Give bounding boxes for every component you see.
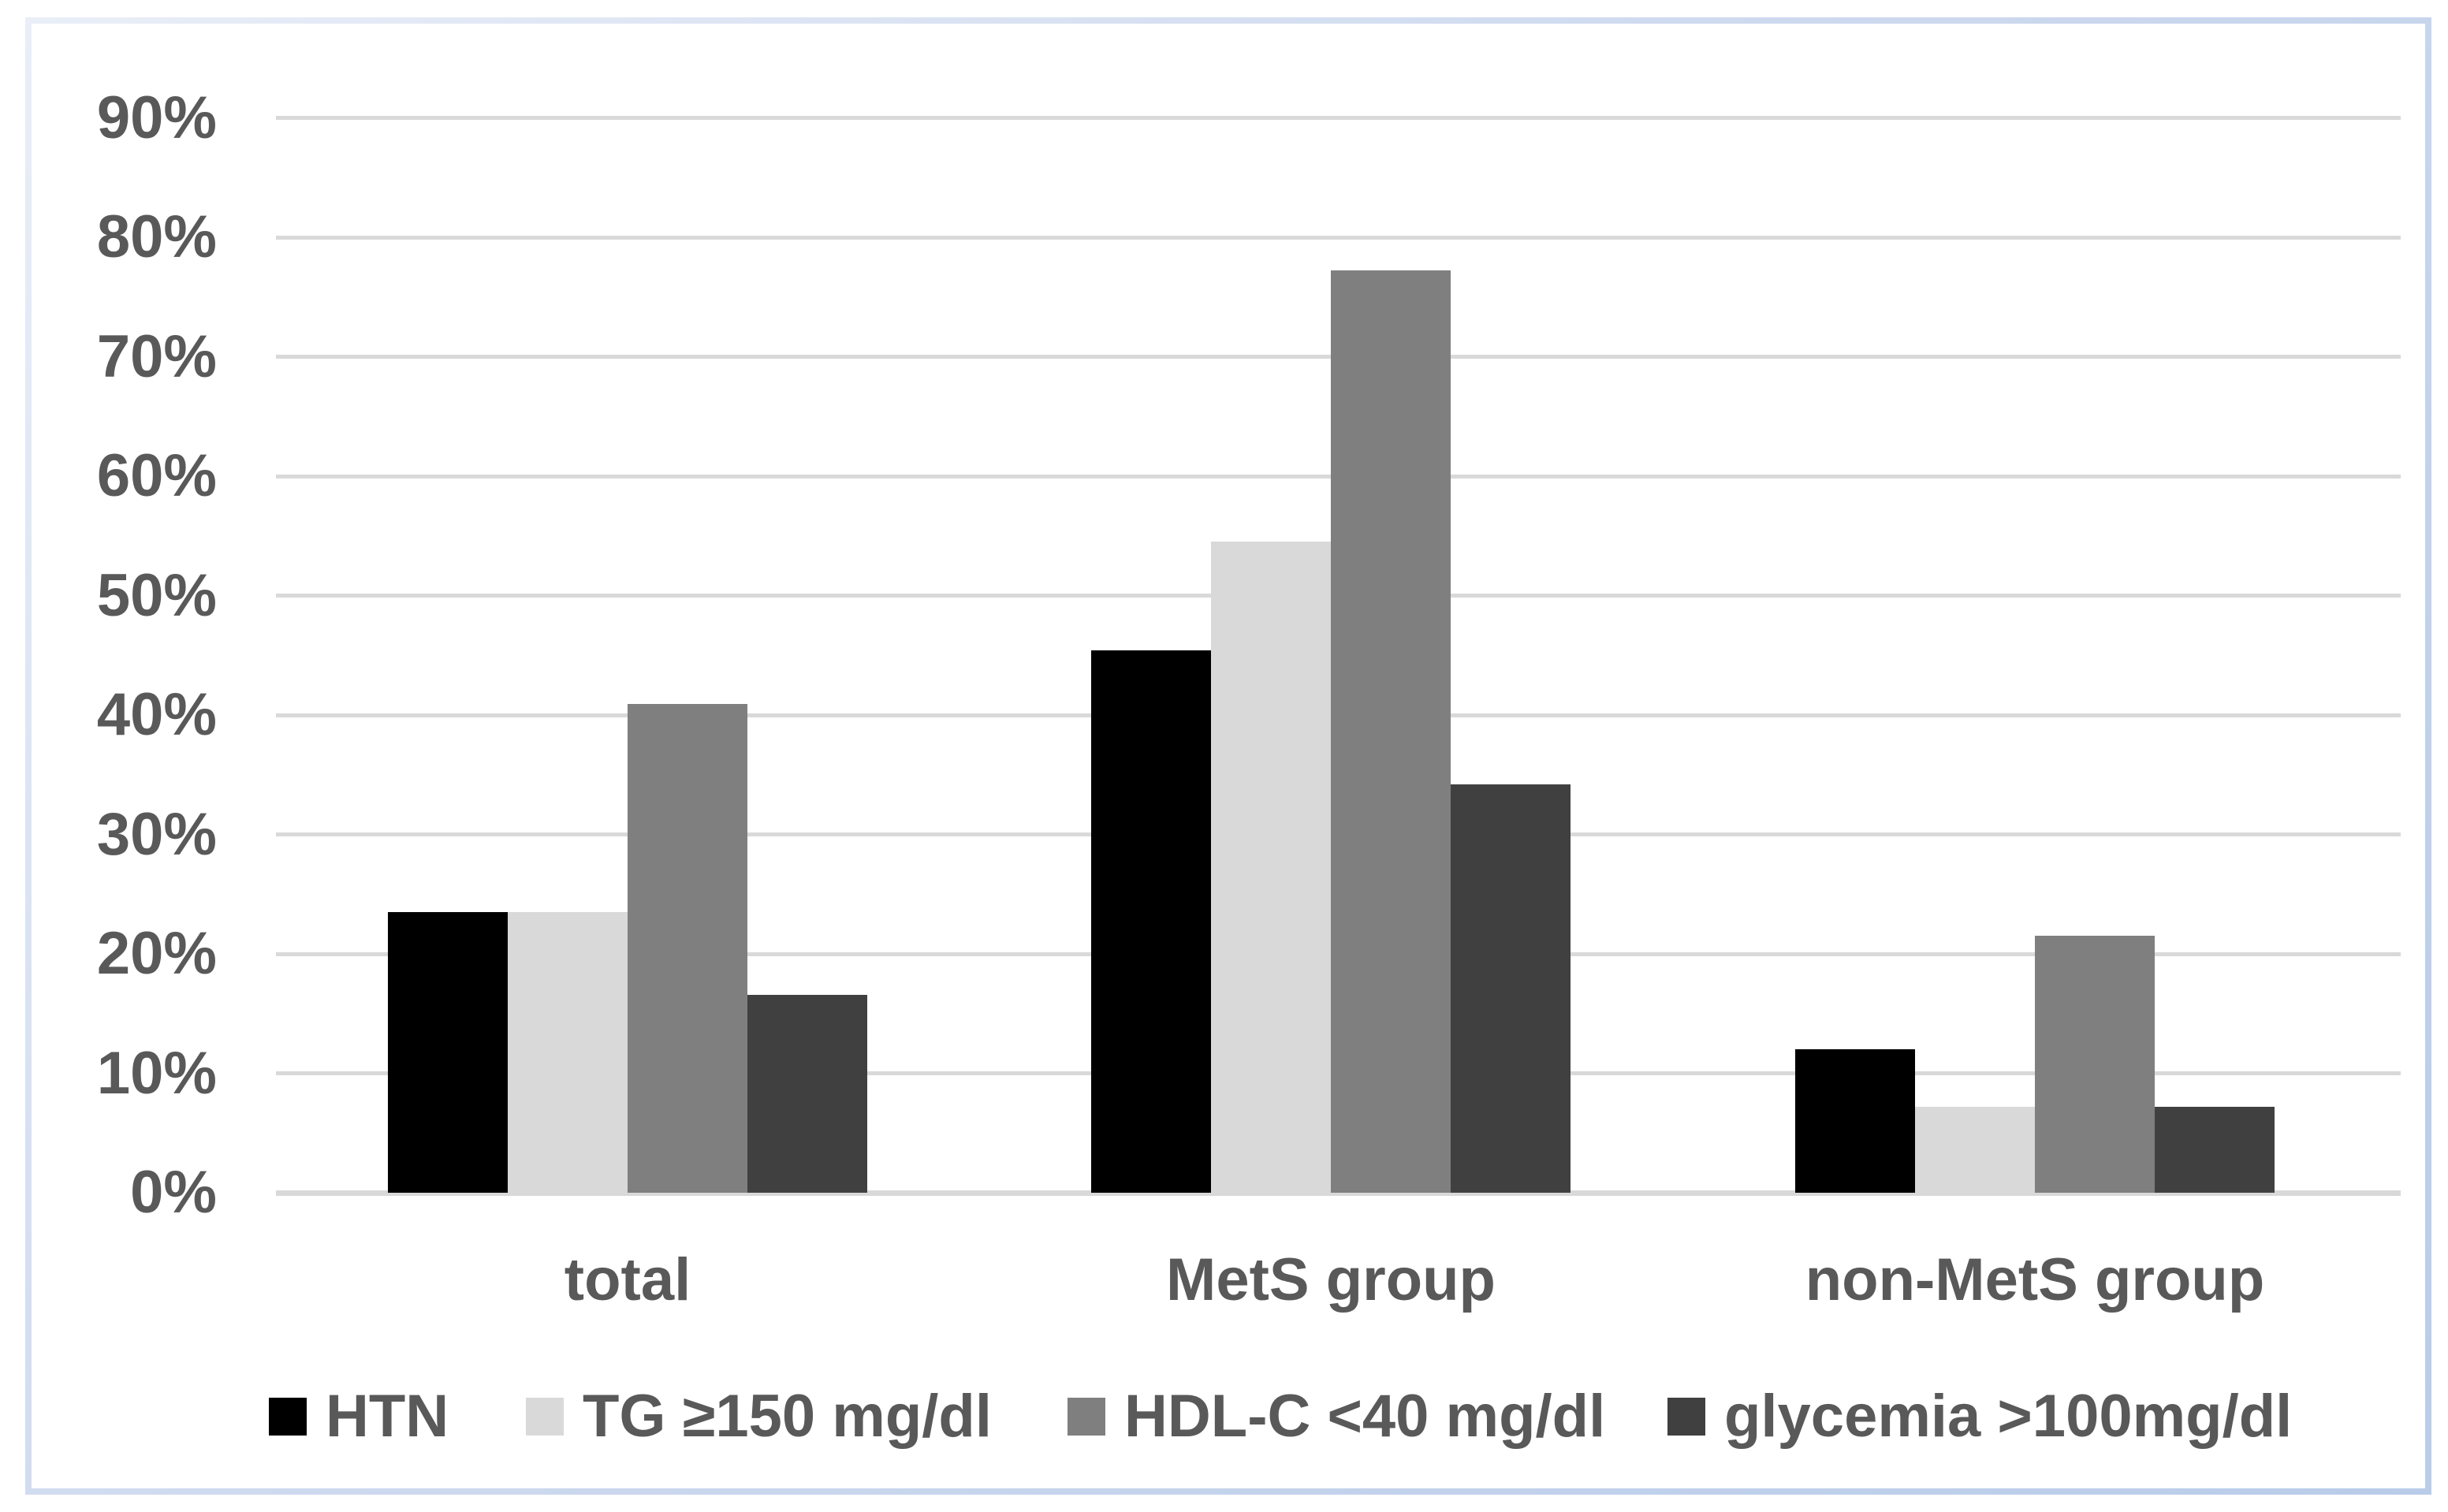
legend-item: TG ≥150 mg/dl: [526, 1377, 992, 1456]
category-label: MetS group: [1166, 1246, 1496, 1313]
bar: [1091, 650, 1211, 1193]
bar: [747, 994, 867, 1193]
gridline-0: [276, 1190, 2401, 1196]
y-tick-label: 30%: [96, 800, 217, 868]
legend-label: TG ≥150 mg/dl: [583, 1383, 992, 1450]
plot-area: 0% 10% 20% 30% 40% 50% 60% 70% 80% 90% total MetS …: [32, 24, 2425, 1488]
bar: [508, 911, 628, 1193]
bar: [388, 911, 508, 1193]
y-tick-label: 20%: [96, 920, 217, 987]
legend-label: glycemia >100mg/dl: [1724, 1383, 2293, 1450]
bar-chart-figure: 0% 10% 20% 30% 40% 50% 60% 70% 80% 90% total MetS …: [25, 17, 2431, 1495]
legend-item: HTN: [269, 1377, 449, 1456]
gridline-90: [276, 116, 2401, 120]
bar: [1795, 1049, 1915, 1193]
category-label: non-MetS group: [1805, 1246, 2265, 1313]
y-tick-label: 60%: [96, 442, 217, 509]
y-tick-label: 70%: [96, 322, 217, 390]
bar: [2035, 936, 2155, 1193]
bar: [1211, 542, 1331, 1193]
y-tick-label: 50%: [96, 561, 217, 629]
y-tick-label: 80%: [96, 203, 217, 270]
bar: [1331, 270, 1451, 1193]
y-tick-label: 0%: [130, 1159, 217, 1226]
legend-swatch-icon: [526, 1398, 564, 1436]
legend-swatch-icon: [1068, 1398, 1105, 1436]
bar: [1451, 784, 1571, 1193]
bar: [628, 704, 747, 1193]
y-tick-label: 10%: [96, 1039, 217, 1107]
category-label: total: [564, 1246, 691, 1313]
y-tick-label: 90%: [96, 84, 217, 151]
legend-swatch-icon: [1667, 1398, 1705, 1436]
gridline-80: [276, 235, 2401, 240]
bar: [2155, 1106, 2275, 1193]
y-tick-label: 40%: [96, 681, 217, 748]
legend-swatch-icon: [269, 1398, 307, 1436]
legend-item: glycemia >100mg/dl: [1667, 1377, 2292, 1456]
bar: [1915, 1106, 2035, 1193]
legend-label: HDL-C <40 mg/dl: [1124, 1383, 1606, 1450]
legend-item: HDL-C <40 mg/dl: [1068, 1377, 1605, 1456]
legend-label: HTN: [326, 1383, 449, 1450]
